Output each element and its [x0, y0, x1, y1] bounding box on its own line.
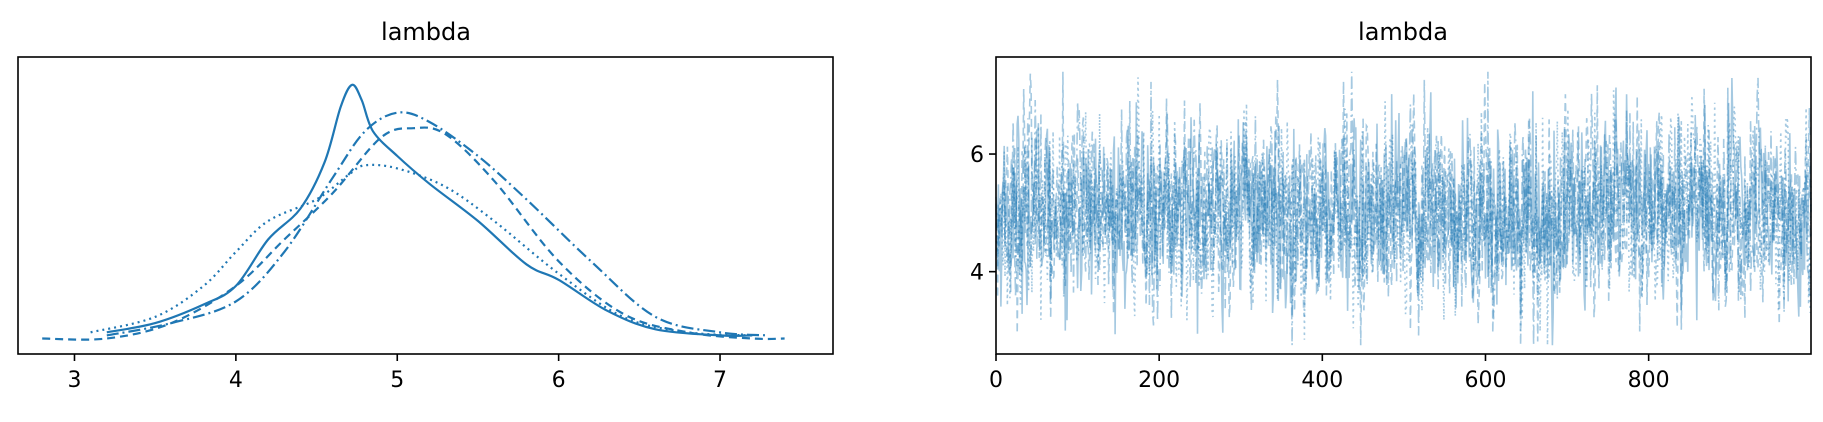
- x-tick-label: 600: [1464, 368, 1506, 393]
- density-line-solid: [106, 83, 753, 337]
- trace-x-axis: 0 200 400 600 800: [989, 354, 1670, 393]
- trace-series-group: [995, 71, 1812, 346]
- y-tick-label: 6: [970, 143, 984, 168]
- x-tick-label: 3: [67, 368, 81, 393]
- x-tick-label: 400: [1301, 368, 1343, 393]
- x-tick-label: 5: [390, 368, 404, 393]
- trace-line-dashed: [995, 71, 1812, 346]
- trace-line-dashdot: [995, 71, 1812, 346]
- x-tick-label: 7: [713, 368, 727, 393]
- trace-line-dotted: [995, 77, 1812, 346]
- trace-y-axis: 46: [970, 143, 996, 286]
- density-plot-title: lambda: [381, 18, 471, 46]
- trace-plot-title: lambda: [1358, 18, 1448, 46]
- x-tick-label: 4: [229, 368, 243, 393]
- x-tick-label: 6: [552, 368, 566, 393]
- trace-plot: lambda 0 200 400 600 800 46: [970, 18, 1812, 393]
- density-line-dashed: [42, 126, 785, 341]
- trace-line-solid: [995, 77, 1812, 346]
- x-tick-label: 0: [989, 368, 1003, 393]
- y-tick-label: 4: [970, 261, 984, 286]
- x-tick-label: 200: [1138, 368, 1180, 393]
- density-series-group: [42, 83, 785, 341]
- density-plot-frame: [17, 56, 834, 355]
- x-tick-label: 800: [1628, 368, 1670, 393]
- density-plot: lambda 3 4 5 6 7: [17, 18, 834, 393]
- trace-plot-frame: [995, 56, 1812, 355]
- density-line-dashdot: [106, 111, 769, 337]
- density-line-dotted: [90, 163, 753, 337]
- density-x-axis: 3 4 5 6 7: [67, 354, 727, 393]
